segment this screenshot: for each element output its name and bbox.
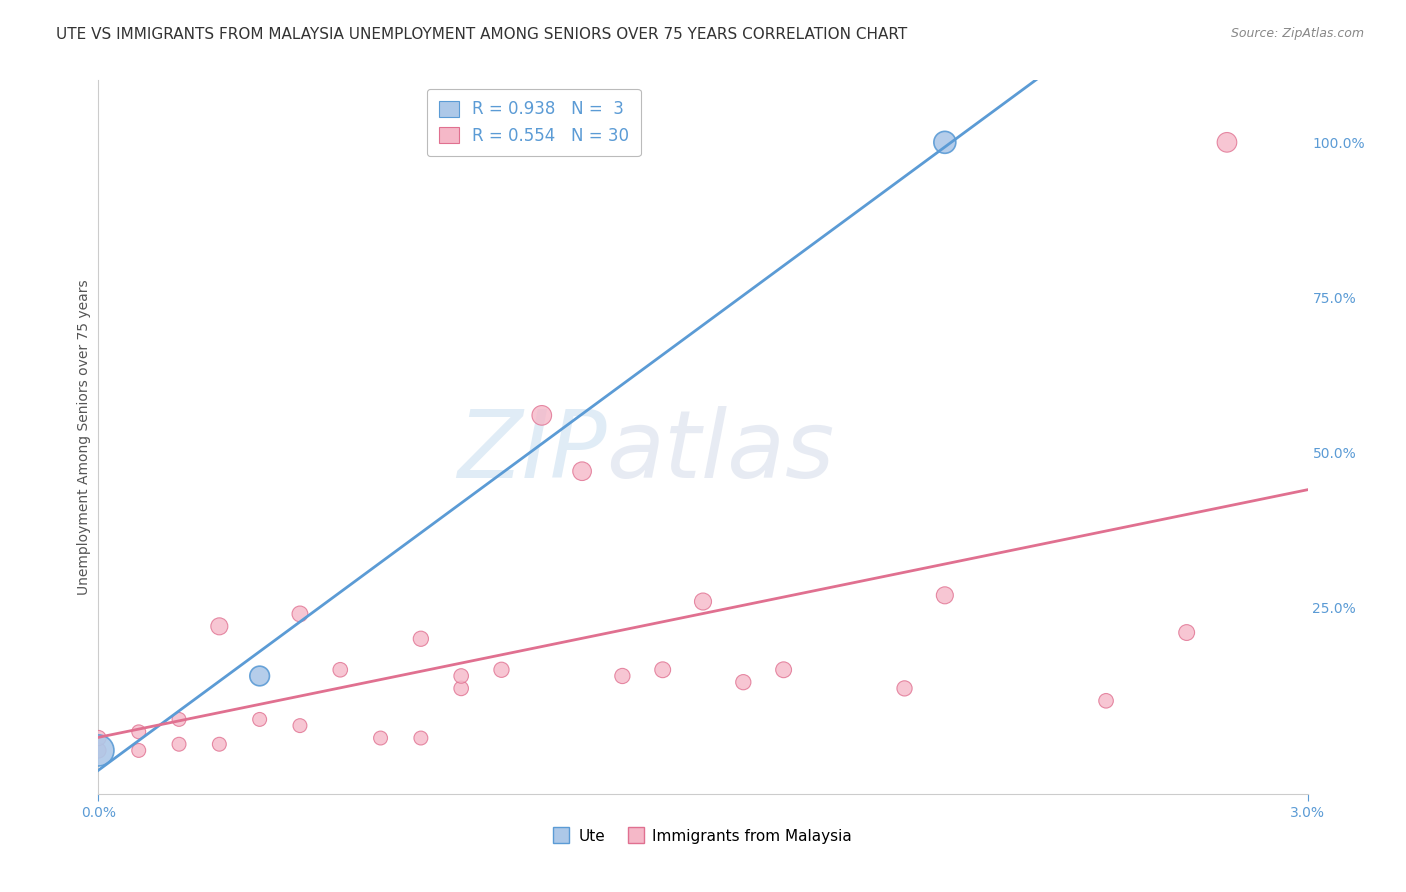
Legend: Ute, Immigrants from Malaysia: Ute, Immigrants from Malaysia (548, 823, 858, 850)
Point (612, 669, 634, 683)
Point (167, 737, 190, 751)
Point (1175, 625, 1198, 640)
Y-axis label: Unemployment Among Seniors over 75 years: Unemployment Among Seniors over 75 years (77, 279, 91, 595)
Text: ZIP: ZIP (457, 406, 606, 497)
Point (651, 663, 673, 677)
Point (772, 663, 794, 677)
Point (571, 464, 593, 478)
Point (288, 607, 311, 621)
Point (692, 594, 714, 608)
Point (409, 731, 432, 745)
Point (934, 588, 956, 602)
Point (208, 737, 231, 751)
Point (1216, 136, 1239, 150)
Text: UTE VS IMMIGRANTS FROM MALAYSIA UNEMPLOYMENT AMONG SENIORS OVER 75 YEARS CORRELA: UTE VS IMMIGRANTS FROM MALAYSIA UNEMPLOY… (56, 27, 907, 42)
Point (167, 713, 190, 727)
Point (87, 743, 110, 757)
Point (893, 681, 915, 696)
Point (128, 743, 150, 757)
Point (370, 731, 392, 745)
Point (491, 663, 513, 677)
Point (1095, 694, 1118, 708)
Point (450, 681, 472, 696)
Point (934, 136, 956, 150)
Text: atlas: atlas (606, 406, 835, 497)
Text: Source: ZipAtlas.com: Source: ZipAtlas.com (1230, 27, 1364, 40)
Point (87, 731, 110, 745)
Point (249, 669, 271, 683)
Point (208, 619, 231, 633)
Point (450, 669, 472, 683)
Point (329, 663, 352, 677)
Point (87, 743, 110, 757)
Point (409, 632, 432, 646)
Point (733, 675, 755, 690)
Point (249, 713, 271, 727)
Point (128, 724, 150, 739)
Point (530, 409, 553, 423)
Point (288, 718, 311, 732)
